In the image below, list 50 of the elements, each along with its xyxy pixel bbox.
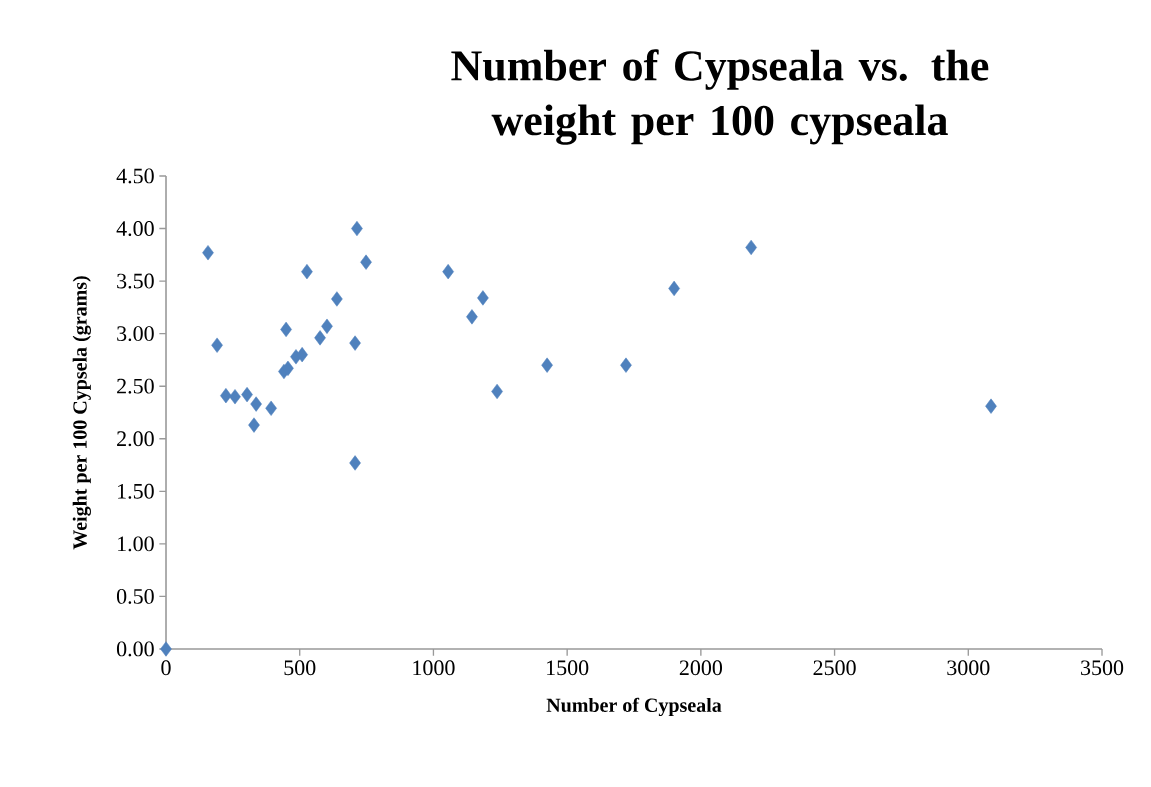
y-tick-label: 1.50 [118,483,154,499]
y-tick-label: 1.00 [118,536,154,552]
point [620,357,632,373]
x-tick-label: 2500 [813,660,856,676]
y-axis-title: Weight per 100 Cypsela (grams) [72,276,91,550]
y-tick-label: 4.50 [116,168,154,184]
x-tick-label: 1000 [413,660,455,676]
y-tick-label: 2.50 [117,378,154,394]
point [160,641,172,657]
point [202,245,214,261]
y-tick-label: 3.50 [117,273,154,289]
point [349,335,361,351]
point [442,264,454,280]
point [248,417,260,433]
x-axis-title: Number of Cypseala [546,697,722,717]
y-tick-label: 0.50 [116,588,154,604]
x-tick-label: 0 [161,660,171,676]
point [301,264,313,280]
x-tick-label: 500 [284,660,316,676]
x-tick-label: 2000 [679,660,723,676]
point [745,239,757,256]
point [668,280,680,297]
point [349,455,361,471]
point [360,254,372,270]
point [491,383,503,400]
point [477,290,489,306]
x-tick-label: 3000 [947,660,990,676]
point [250,396,262,412]
point [296,347,308,363]
point [229,389,241,405]
point [265,400,277,416]
x-tick-label: 1500 [547,660,589,676]
point [985,398,997,414]
y-tick-label: 0.00 [116,641,154,657]
x-tick-label: 3500 [1081,660,1124,676]
point [211,337,223,353]
point [331,291,343,307]
y-tick-label: 4.00 [116,221,154,237]
point [220,388,232,404]
chart-title: Number of Cypseala vs. the weight per 100 cypseala [451,49,989,145]
y-tick-label: 2.00 [117,431,154,447]
point [466,309,478,325]
point [241,387,253,403]
point [321,318,333,334]
point [351,220,363,237]
point [314,330,326,346]
y-tick-label: 3.00 [117,326,154,342]
point [280,321,292,338]
point [541,357,553,373]
point [282,360,294,376]
